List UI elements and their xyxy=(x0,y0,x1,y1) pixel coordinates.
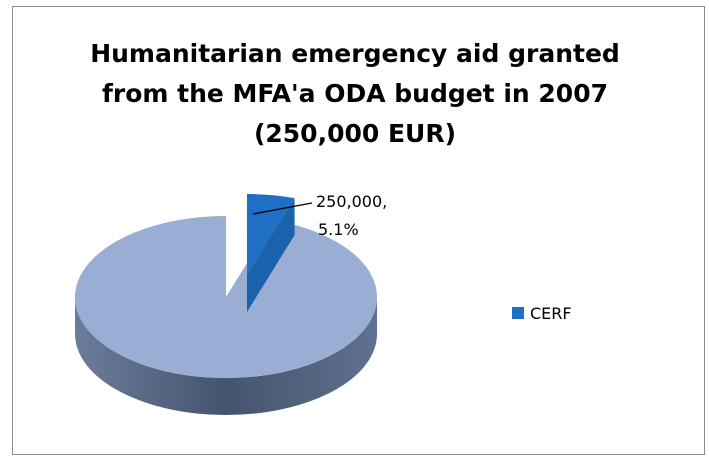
legend-label-cerf: CERF xyxy=(530,304,572,323)
cerf-data-label-value: 250,000, xyxy=(316,192,387,211)
main-slice-side xyxy=(75,297,377,415)
cerf-slice-top xyxy=(247,194,295,275)
chart-title-line-2: from the MFA'a ODA budget in 2007 xyxy=(102,79,608,108)
cerf-slice-wall-right xyxy=(247,198,295,312)
cerf-data-label-percent: 5.1% xyxy=(318,220,359,239)
main-slice-top xyxy=(75,216,378,378)
legend-swatch-cerf xyxy=(512,307,524,319)
pie-layer xyxy=(75,194,378,415)
chart-title-line-1: Humanitarian emergency aid granted xyxy=(90,39,620,68)
chart-title-line-3: (250,000 EUR) xyxy=(254,119,456,148)
leader-line xyxy=(252,202,313,215)
